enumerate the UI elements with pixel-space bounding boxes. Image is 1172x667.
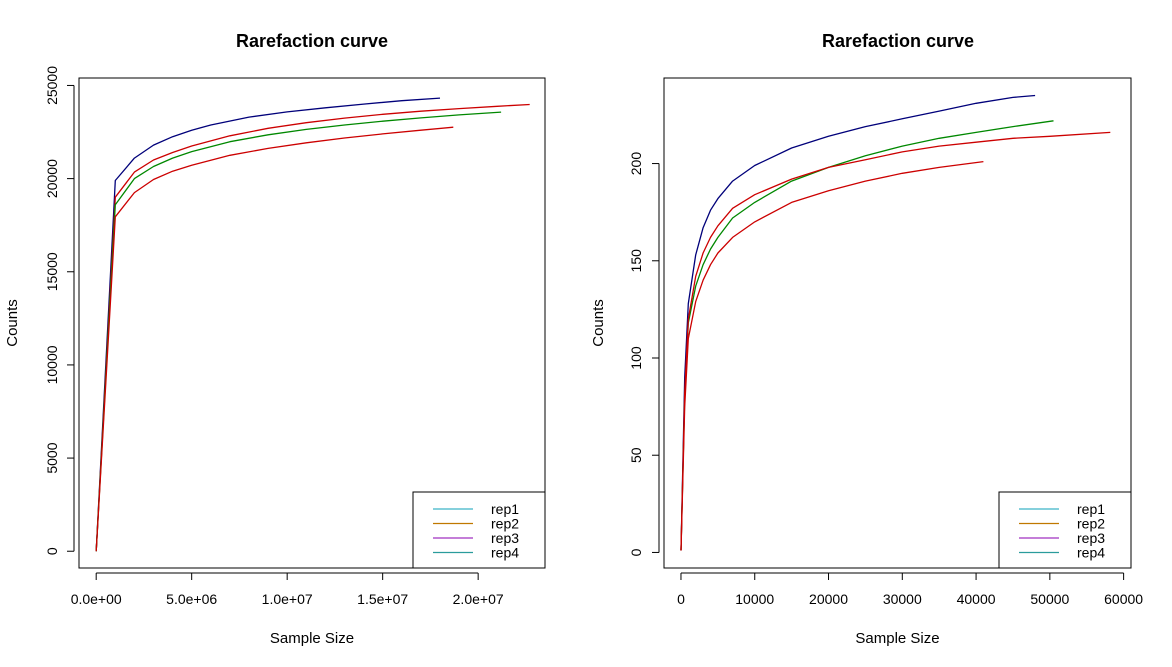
- legend-box: [998, 491, 1132, 569]
- series-line-4: [95, 126, 454, 552]
- series-line-1: [95, 97, 441, 552]
- y-tick-label: 15000: [44, 252, 60, 291]
- legend-box: [412, 491, 546, 569]
- y-tick-label: 200: [628, 152, 644, 176]
- y-axis: 0 5000 10000 15000 20000 25000: [44, 66, 75, 555]
- x-tick-label: 60000: [1104, 591, 1143, 607]
- x-tick-label: 20000: [809, 591, 848, 607]
- x-axis-label: Sample Size: [270, 630, 354, 647]
- x-tick-label: 40000: [957, 591, 996, 607]
- legend-label: rep1: [491, 501, 519, 517]
- x-tick-label: 5.0e+06: [166, 591, 217, 607]
- series-line-1: [680, 94, 1036, 551]
- x-tick-label: 0: [677, 591, 685, 607]
- y-tick-label: 100: [628, 346, 644, 370]
- series-line-4: [680, 160, 984, 551]
- y-axis: 0 50 100 150 200: [628, 152, 660, 556]
- x-tick-label: 30000: [883, 591, 922, 607]
- legend-label: rep1: [1077, 501, 1105, 517]
- series-line-2: [95, 103, 530, 552]
- chart-panel-2: Rarefaction curve 0 10000 20000 30000 40000 50…: [590, 31, 1143, 647]
- y-axis-label: Counts: [4, 299, 21, 347]
- chart-panel-1: Rarefaction curve 0.0e+00 5.0e+06 1.0e+07 1.…: [4, 31, 546, 647]
- series-line-2: [680, 120, 1054, 551]
- x-axis: 0 10000 20000 30000 40000 50000 60000: [677, 572, 1143, 607]
- legend-label: rep3: [1077, 530, 1105, 546]
- x-tick-label: 1.5e+07: [357, 591, 408, 607]
- legend-label: rep4: [1077, 545, 1105, 561]
- x-axis-label: Sample Size: [855, 630, 939, 647]
- legend-label: rep2: [1077, 516, 1105, 532]
- legend-label: rep3: [491, 530, 519, 546]
- series-line-3: [680, 131, 1111, 551]
- x-tick-label: 10000: [735, 591, 774, 607]
- legend-label: rep4: [491, 545, 519, 561]
- series-line-3: [95, 111, 502, 552]
- y-tick-label: 50: [628, 447, 644, 463]
- chart-title: Rarefaction curve: [822, 31, 974, 51]
- plot-frame: [663, 77, 1132, 569]
- plot-frame: [78, 77, 546, 569]
- y-axis-label: Counts: [590, 299, 607, 347]
- y-tick-label: 10000: [44, 345, 60, 384]
- y-tick-label: 25000: [44, 66, 60, 105]
- y-tick-label: 0: [44, 547, 60, 555]
- y-tick-label: 20000: [44, 159, 60, 198]
- y-tick-label: 150: [628, 249, 644, 273]
- chart-title: Rarefaction curve: [236, 31, 388, 51]
- x-axis: 0.0e+00 5.0e+06 1.0e+07 1.5e+07 2.0e+07: [71, 572, 504, 607]
- x-tick-label: 0.0e+00: [71, 591, 122, 607]
- legend-label: rep2: [491, 516, 519, 532]
- y-tick-label: 5000: [44, 442, 60, 473]
- x-tick-label: 1.0e+07: [262, 591, 313, 607]
- x-tick-label: 2.0e+07: [453, 591, 504, 607]
- x-tick-label: 50000: [1030, 591, 1069, 607]
- y-tick-label: 0: [628, 548, 644, 556]
